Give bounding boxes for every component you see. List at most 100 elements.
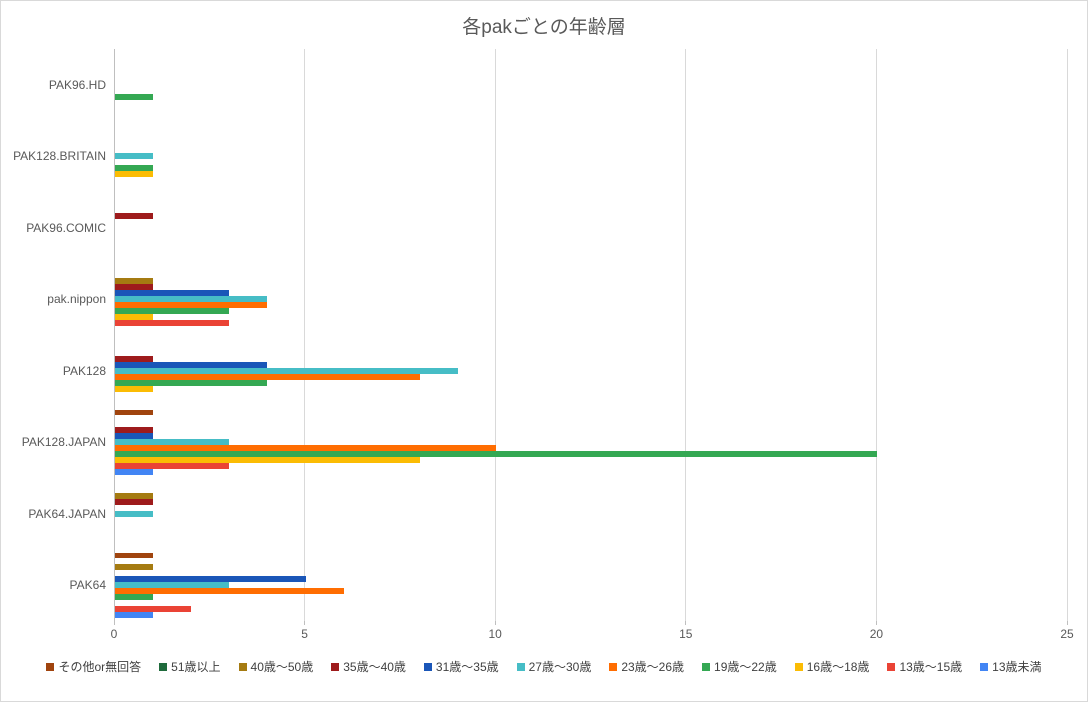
legend-swatch-icon — [794, 662, 803, 671]
legend-item-その他or無回答: その他or無回答 — [46, 658, 141, 675]
bar-31歳〜35歳-PAK64 — [115, 576, 306, 583]
legend-item-23歳〜26歳: 23歳〜26歳 — [609, 658, 684, 675]
bar-16歳〜18歳-PAK128 — [115, 385, 154, 392]
legend-swatch-icon — [159, 662, 168, 671]
legend-item-35歳〜40歳: 35歳〜40歳 — [331, 658, 406, 675]
legend-swatch-icon — [331, 662, 340, 671]
bar-23歳〜26歳-PAK128 — [115, 373, 420, 380]
legend-label: 35歳〜40歳 — [343, 660, 406, 674]
legend-label: 51歳以上 — [171, 660, 221, 674]
bar-16歳〜18歳-pak.nippon — [115, 314, 154, 321]
category-label-PAK128.BRITAIN: PAK128.BRITAIN — [13, 149, 106, 164]
bar-13歳〜15歳-PAK64 — [115, 606, 192, 612]
bar-31歳〜35歳-PAK128.JAPAN — [115, 433, 154, 440]
legend-swatch-icon — [980, 662, 989, 671]
bar-13歳〜15歳-PAK128.JAPAN — [115, 463, 230, 469]
axis-tick-20 — [875, 621, 877, 625]
legend-swatch-icon — [887, 662, 896, 671]
legend-item-16歳〜18歳: 16歳〜18歳 — [794, 658, 870, 675]
bar-13歳未満-PAK64 — [115, 612, 154, 618]
bar-19歳〜22歳-PAK128.JAPAN — [115, 451, 878, 458]
legend-item-13歳未満: 13歳未満 — [980, 658, 1042, 675]
bar-16歳〜18歳-PAK128.BRITAIN — [115, 171, 154, 178]
axis-tick-15 — [685, 621, 687, 625]
gridline-0 — [113, 49, 115, 621]
category-label-pak.nippon: pak.nippon — [47, 292, 106, 307]
category-label-PAK128: PAK128 — [62, 363, 106, 378]
bar-その他or無回答-PAK128.JAPAN — [115, 409, 154, 416]
category-label-PAK128.JAPAN: PAK128.JAPAN — [21, 435, 106, 450]
bar-19歳〜22歳-PAK128 — [115, 379, 268, 386]
axis-tick-5 — [304, 621, 306, 625]
x-axis-label-10: 10 — [488, 627, 502, 641]
bar-40歳〜50歳-PAK64.JAPAN — [115, 492, 154, 499]
x-axis-label-25: 25 — [1060, 627, 1074, 641]
bar-その他or無回答-PAK64 — [115, 552, 154, 559]
legend-label: 13歳未満 — [992, 660, 1042, 674]
legend-item-31歳〜35歳: 31歳〜35歳 — [423, 658, 499, 675]
bar-19歳〜22歳-PAK96.HD — [115, 93, 154, 100]
bar-31歳〜35歳-PAK128 — [115, 361, 268, 368]
axis-tick-0 — [113, 621, 115, 625]
legend-label: 31歳〜35歳 — [435, 660, 499, 674]
bar-27歳〜30歳-PAK128.BRITAIN — [115, 153, 154, 160]
legend-swatch-icon — [46, 662, 55, 671]
bar-27歳〜30歳-PAK64.JAPAN — [115, 510, 154, 517]
bar-23歳〜26歳-PAK64 — [115, 588, 344, 595]
bar-35歳〜40歳-PAK64.JAPAN — [115, 498, 154, 505]
category-label-PAK96.COMIC: PAK96.COMIC — [26, 220, 106, 235]
x-axis-label-15: 15 — [679, 627, 693, 641]
chart-legend: その他or無回答 51歳以上 40歳〜50歳 35歳〜40歳 31歳〜35歳 27歳〜30… — [1, 658, 1087, 675]
bar-35歳〜40歳-PAK128 — [115, 355, 154, 362]
gridline-10 — [494, 49, 496, 621]
legend-label: 13歳〜15歳 — [899, 660, 963, 674]
category-label-PAK64.JAPAN: PAK64.JAPAN — [28, 506, 106, 521]
bar-40歳〜50歳-PAK64 — [115, 564, 154, 571]
legend-label: 19歳〜22歳 — [714, 660, 777, 674]
legend-item-27歳〜30歳: 27歳〜30歳 — [516, 658, 592, 675]
bar-40歳〜50歳-pak.nippon — [115, 278, 154, 285]
legend-label: 40歳〜50歳 — [250, 660, 314, 674]
legend-swatch-icon — [609, 662, 618, 671]
chart-title: 各pakごとの年齢層 — [462, 17, 626, 38]
bar-23歳〜26歳-PAK128.JAPAN — [115, 445, 497, 452]
bar-13歳未満-PAK128.JAPAN — [115, 469, 154, 475]
bar-31歳〜35歳-pak.nippon — [115, 290, 230, 297]
legend-item-40歳〜50歳: 40歳〜50歳 — [238, 658, 314, 675]
axis-tick-10 — [494, 621, 496, 625]
bar-27歳〜30歳-PAK128 — [115, 367, 459, 374]
bar-19歳〜22歳-PAK64 — [115, 594, 154, 601]
bar-35歳〜40歳-PAK96.COMIC — [115, 212, 154, 219]
gridline-5 — [304, 49, 306, 621]
x-axis-label-5: 5 — [301, 627, 308, 641]
bar-27歳〜30歳-pak.nippon — [115, 296, 268, 303]
legend-swatch-icon — [516, 662, 525, 671]
bar-27歳〜30歳-PAK128.JAPAN — [115, 439, 230, 446]
legend-label: 16歳〜18歳 — [806, 660, 870, 674]
legend-swatch-icon — [238, 662, 247, 671]
gridline-15 — [685, 49, 687, 621]
legend-item-13歳〜15歳: 13歳〜15歳 — [887, 658, 962, 675]
axis-tick-25 — [1066, 621, 1068, 625]
bar-13歳〜15歳-pak.nippon — [115, 320, 230, 326]
legend-label: 27歳〜30歳 — [528, 660, 592, 674]
x-axis-label-20: 20 — [869, 627, 884, 641]
bar-19歳〜22歳-PAK128.BRITAIN — [115, 165, 154, 172]
legend-item-51歳以上: 51歳以上 — [159, 658, 221, 675]
x-axis-label-0: 0 — [110, 627, 118, 641]
gridline-20 — [875, 49, 877, 621]
legend-item-19歳〜22歳: 19歳〜22歳 — [702, 658, 777, 675]
legend-label: その他or無回答 — [58, 660, 142, 674]
legend-label: 23歳〜26歳 — [621, 660, 685, 674]
bar-16歳〜18歳-PAK128.JAPAN — [115, 457, 420, 464]
bar-19歳〜22歳-pak.nippon — [115, 308, 230, 315]
bar-23歳〜26歳-pak.nippon — [115, 302, 268, 309]
bar-35歳〜40歳-PAK128.JAPAN — [115, 427, 154, 434]
legend-swatch-icon — [702, 662, 711, 671]
bar-27歳〜30歳-PAK64 — [115, 582, 230, 589]
bar-35歳〜40歳-pak.nippon — [115, 284, 154, 291]
category-label-PAK96.HD: PAK96.HD — [48, 77, 106, 92]
gridline-25 — [1066, 49, 1068, 621]
category-label-PAK64: PAK64 — [69, 578, 106, 593]
